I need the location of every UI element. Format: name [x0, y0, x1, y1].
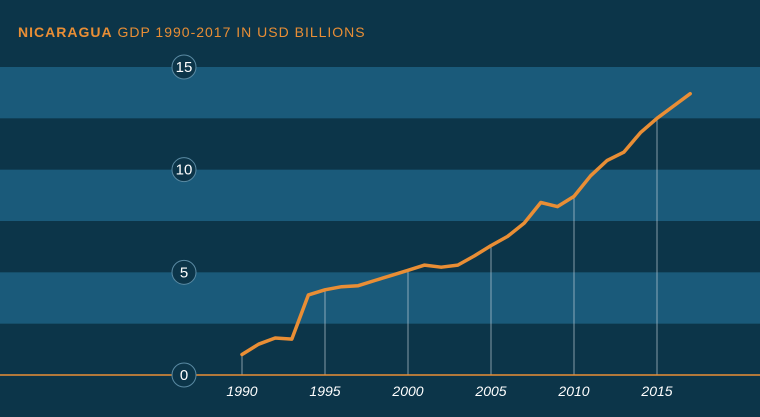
x-tick-label: 2015 — [640, 383, 672, 399]
gridline-band — [0, 169, 760, 221]
y-tick-label: 10 — [176, 162, 193, 179]
y-tick-badge — [171, 157, 197, 183]
x-tick-label: 2005 — [474, 383, 506, 399]
y-tick-label: 5 — [180, 264, 188, 281]
y-tick-badge — [171, 54, 197, 80]
x-tick-label: 1995 — [309, 383, 340, 399]
chart-title: NICARAGUA GDP 1990-2017 IN USD BILLIONS — [18, 24, 366, 40]
chart-title-text: GDP 1990-2017 IN USD BILLIONS — [117, 24, 366, 40]
y-tick-label: 15 — [176, 59, 193, 76]
chart-title-country: NICARAGUA — [18, 24, 113, 40]
x-tick-label: 1990 — [226, 383, 257, 399]
x-tick-label: 2000 — [391, 383, 423, 399]
y-tick-badge — [171, 259, 197, 285]
y-tick-badge — [171, 362, 197, 388]
y-tick-label: 0 — [180, 367, 188, 384]
x-tick-label: 2010 — [557, 383, 589, 399]
gridline-band — [0, 272, 760, 324]
series-line-gdp — [240, 91, 692, 357]
gridline-band — [0, 67, 760, 119]
